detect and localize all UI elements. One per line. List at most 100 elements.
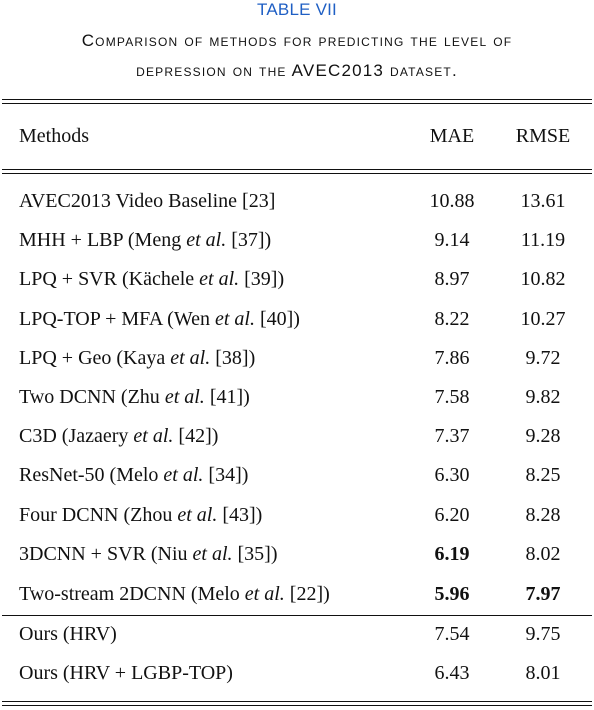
method-cell: Two DCNN (Zhu et al. [41]) — [19, 380, 250, 414]
method-name: 3DCNN + SVR (Niu — [19, 543, 193, 565]
method-citation: [43]) — [217, 504, 263, 526]
rmse-cell: 13.61 — [520, 190, 566, 212]
method-cell: 3DCNN + SVR (Niu et al. [35]) — [19, 537, 278, 571]
mae-cell: 6.30 — [434, 464, 470, 486]
method-etal: et al. — [133, 425, 174, 447]
method-cell: LPQ-TOP + MFA (Wen et al. [40]) — [19, 302, 300, 336]
method-cell: MHH + LBP (Meng et al. [37]) — [19, 223, 271, 257]
method-citation: [40]) — [254, 308, 300, 330]
method-etal: et al. — [163, 464, 204, 486]
method-cell: Ours (HRV + LGBP-TOP) — [19, 656, 233, 690]
header-methods: Methods — [19, 125, 89, 147]
method-name: Four DCNN (Zhou — [19, 504, 178, 526]
table-row: Two-stream 2DCNN (Melo et al. [22]) 5.96 7… — [0, 577, 594, 611]
method-cell: C3D (Jazaery et al. [42]) — [19, 419, 218, 453]
table-row: MHH + LBP (Meng et al. [37]) 9.14 11.19 — [0, 223, 594, 257]
method-etal: et al. — [170, 347, 211, 369]
bottom-rule-1 — [2, 701, 592, 703]
table-row: C3D (Jazaery et al. [42]) 7.37 9.28 — [0, 419, 594, 453]
top-rule-1 — [2, 99, 592, 101]
caption-line-2: depression on the AVEC2013 dataset. — [136, 61, 458, 80]
mae-cell: 6.20 — [434, 504, 470, 526]
method-cell: Ours (HRV) — [19, 617, 117, 651]
mae-cell: 7.54 — [434, 623, 470, 645]
table-header-row: Methods MAE RMSE — [0, 119, 594, 153]
separator-rule — [2, 615, 592, 617]
rmse-cell: 8.01 — [525, 662, 561, 684]
method-name: AVEC2013 Video Baseline [23] — [19, 190, 276, 212]
top-rule-2 — [2, 103, 592, 105]
method-cell: Two-stream 2DCNN (Melo et al. [22]) — [19, 577, 330, 611]
method-etal: et al. — [164, 386, 205, 408]
table-label: TABLE VII — [257, 0, 337, 19]
table-row: 3DCNN + SVR (Niu et al. [35]) 6.19 8.02 — [0, 537, 594, 571]
method-name: LPQ-TOP + MFA (Wen — [19, 308, 215, 330]
method-citation: [35]) — [232, 543, 278, 565]
method-name: Two DCNN (Zhu — [19, 386, 165, 408]
table-row: Ours (HRV) 7.54 9.75 — [0, 617, 594, 651]
method-etal: et al. — [177, 504, 218, 526]
table-row: Ours (HRV + LGBP-TOP) 6.43 8.01 — [0, 656, 594, 690]
mae-cell: 9.14 — [434, 229, 470, 251]
method-cell: Four DCNN (Zhou et al. [43]) — [19, 498, 262, 532]
method-etal: et al. — [214, 308, 255, 330]
table-row: Four DCNN (Zhou et al. [43]) 6.20 8.28 — [0, 498, 594, 532]
method-name: Ours (HRV + LGBP-TOP) — [19, 662, 233, 684]
bottom-rule-2 — [2, 705, 592, 707]
method-name: LPQ + Geo (Kaya — [19, 347, 171, 369]
method-name: Two-stream 2DCNN (Melo — [19, 583, 245, 605]
header-rule-1 — [2, 169, 592, 171]
method-name: C3D (Jazaery — [19, 425, 134, 447]
table-row: AVEC2013 Video Baseline [23] 10.88 13.61 — [0, 184, 594, 218]
mae-cell: 7.37 — [434, 425, 470, 447]
mae-cell: 10.88 — [429, 190, 475, 212]
rmse-cell: 9.75 — [525, 623, 561, 645]
rmse-cell: 11.19 — [520, 229, 566, 251]
method-name: ResNet-50 (Melo — [19, 464, 164, 486]
rmse-cell: 9.82 — [525, 386, 561, 408]
caption-line-1: Comparison of methods for predicting the… — [81, 31, 513, 50]
header-rmse: RMSE — [515, 125, 571, 147]
mae-cell: 8.22 — [434, 308, 470, 330]
rmse-cell: 8.28 — [525, 504, 561, 526]
method-cell: AVEC2013 Video Baseline [23] — [19, 184, 275, 218]
table-row: LPQ + Geo (Kaya et al. [38]) 7.86 9.72 — [0, 341, 594, 375]
method-name: LPQ + SVR (Kächele — [19, 268, 200, 290]
method-name: Ours (HRV) — [19, 623, 117, 645]
header-mae: MAE — [429, 125, 475, 147]
method-cell: LPQ + SVR (Kächele et al. [39]) — [19, 262, 284, 296]
rmse-cell: 9.28 — [525, 425, 561, 447]
table-row: Two DCNN (Zhu et al. [41]) 7.58 9.82 — [0, 380, 594, 414]
method-etal: et al. — [192, 543, 233, 565]
method-citation: [37]) — [226, 229, 272, 251]
method-cell: LPQ + Geo (Kaya et al. [38]) — [19, 341, 255, 375]
method-name: MHH + LBP (Meng — [19, 229, 187, 251]
table-row: LPQ-TOP + MFA (Wen et al. [40]) 8.22 10.27 — [0, 302, 594, 336]
method-citation: [41]) — [204, 386, 250, 408]
rmse-cell: 9.72 — [525, 347, 561, 369]
rmse-cell: 10.82 — [520, 268, 566, 290]
method-etal: et al. — [199, 268, 240, 290]
rmse-cell: 7.97 — [525, 583, 561, 605]
rmse-cell: 8.02 — [525, 543, 561, 565]
table-caption: Comparison of methods for predicting the… — [0, 26, 594, 86]
mae-cell: 6.19 — [434, 543, 470, 565]
method-etal: et al. — [244, 583, 285, 605]
rmse-cell: 10.27 — [520, 308, 566, 330]
table-row: ResNet-50 (Melo et al. [34]) 6.30 8.25 — [0, 458, 594, 492]
header-rule-2 — [2, 173, 592, 175]
mae-cell: 7.58 — [434, 386, 470, 408]
method-citation: [39]) — [239, 268, 285, 290]
mae-cell: 7.86 — [434, 347, 470, 369]
method-citation: [42]) — [173, 425, 219, 447]
method-etal: et al. — [186, 229, 227, 251]
table-row: LPQ + SVR (Kächele et al. [39]) 8.97 10.82 — [0, 262, 594, 296]
method-citation: [22]) — [284, 583, 330, 605]
mae-cell: 5.96 — [434, 583, 470, 605]
method-cell: ResNet-50 (Melo et al. [34]) — [19, 458, 248, 492]
mae-cell: 8.97 — [434, 268, 470, 290]
mae-cell: 6.43 — [434, 662, 470, 684]
method-citation: [38]) — [210, 347, 256, 369]
rmse-cell: 8.25 — [525, 464, 561, 486]
method-citation: [34]) — [203, 464, 249, 486]
